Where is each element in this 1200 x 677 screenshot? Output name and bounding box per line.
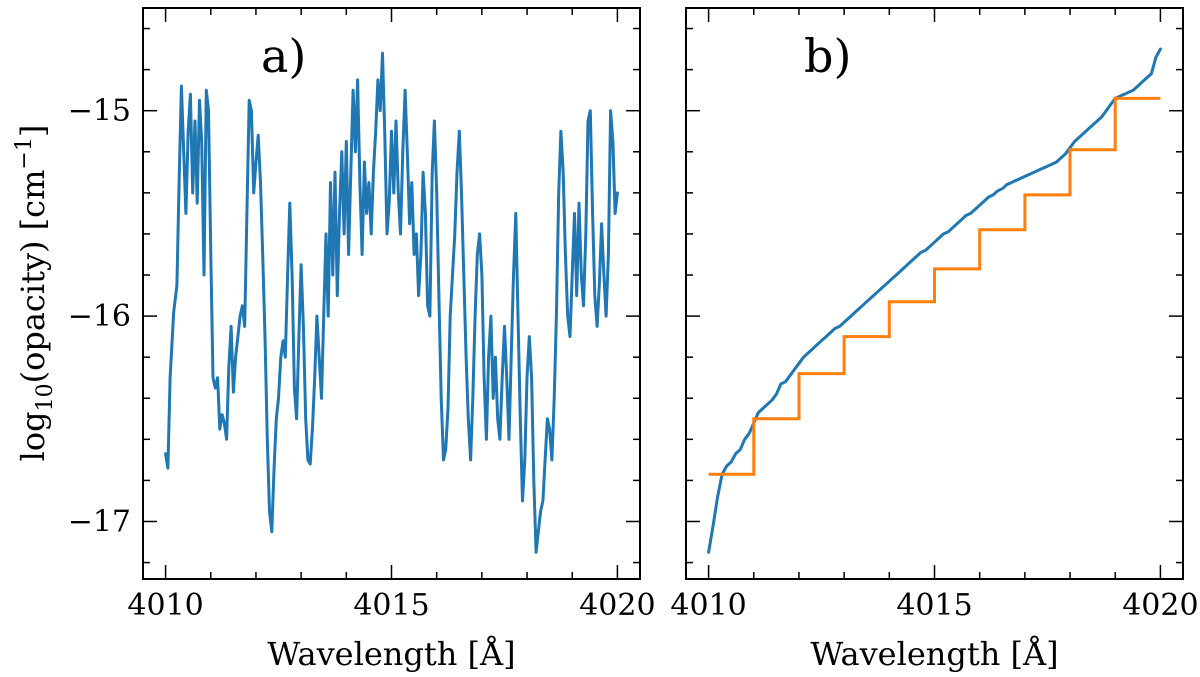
y-axis-label-text: log10(opacity) [cm−1]	[12, 125, 58, 462]
x-tick-label: 4015	[896, 588, 972, 623]
y-label-main: log	[14, 411, 52, 461]
panel-label: b)	[804, 29, 851, 83]
x-tick-label: 4010	[127, 588, 203, 623]
panel-a: 4010 4015 4020 −17 −16 −15 Wavelength [Å] a)	[68, 7, 656, 673]
series-line-opacity	[164, 51, 619, 554]
x-tick-label: 4015	[353, 588, 429, 623]
x-axis-label: Wavelength [Å]	[810, 635, 1058, 673]
x-tick-label: 4020	[1122, 588, 1198, 623]
panel-label: a)	[261, 29, 306, 83]
x-tick-label: 4020	[579, 588, 655, 623]
series-line-sorted	[707, 47, 1162, 554]
x-axis-label: Wavelength [Å]	[267, 635, 515, 673]
x-tick-label: 4010	[670, 588, 746, 623]
y-label-sup: −1	[12, 137, 37, 169]
y-tick-label: −17	[68, 504, 131, 539]
y-tick-label: −16	[68, 299, 131, 334]
y-axis-label: log10(opacity) [cm−1]	[12, 125, 58, 462]
y-label-sub: 10	[33, 383, 58, 411]
series-line-binned	[708, 96, 1161, 476]
y-tick-label: −15	[68, 94, 131, 129]
y-label-rest: (opacity) [cm	[14, 170, 52, 384]
y-label-close: ]	[14, 125, 52, 137]
panel-b: 4010 4015 4020 Wavelength [Å] b)	[670, 7, 1199, 673]
